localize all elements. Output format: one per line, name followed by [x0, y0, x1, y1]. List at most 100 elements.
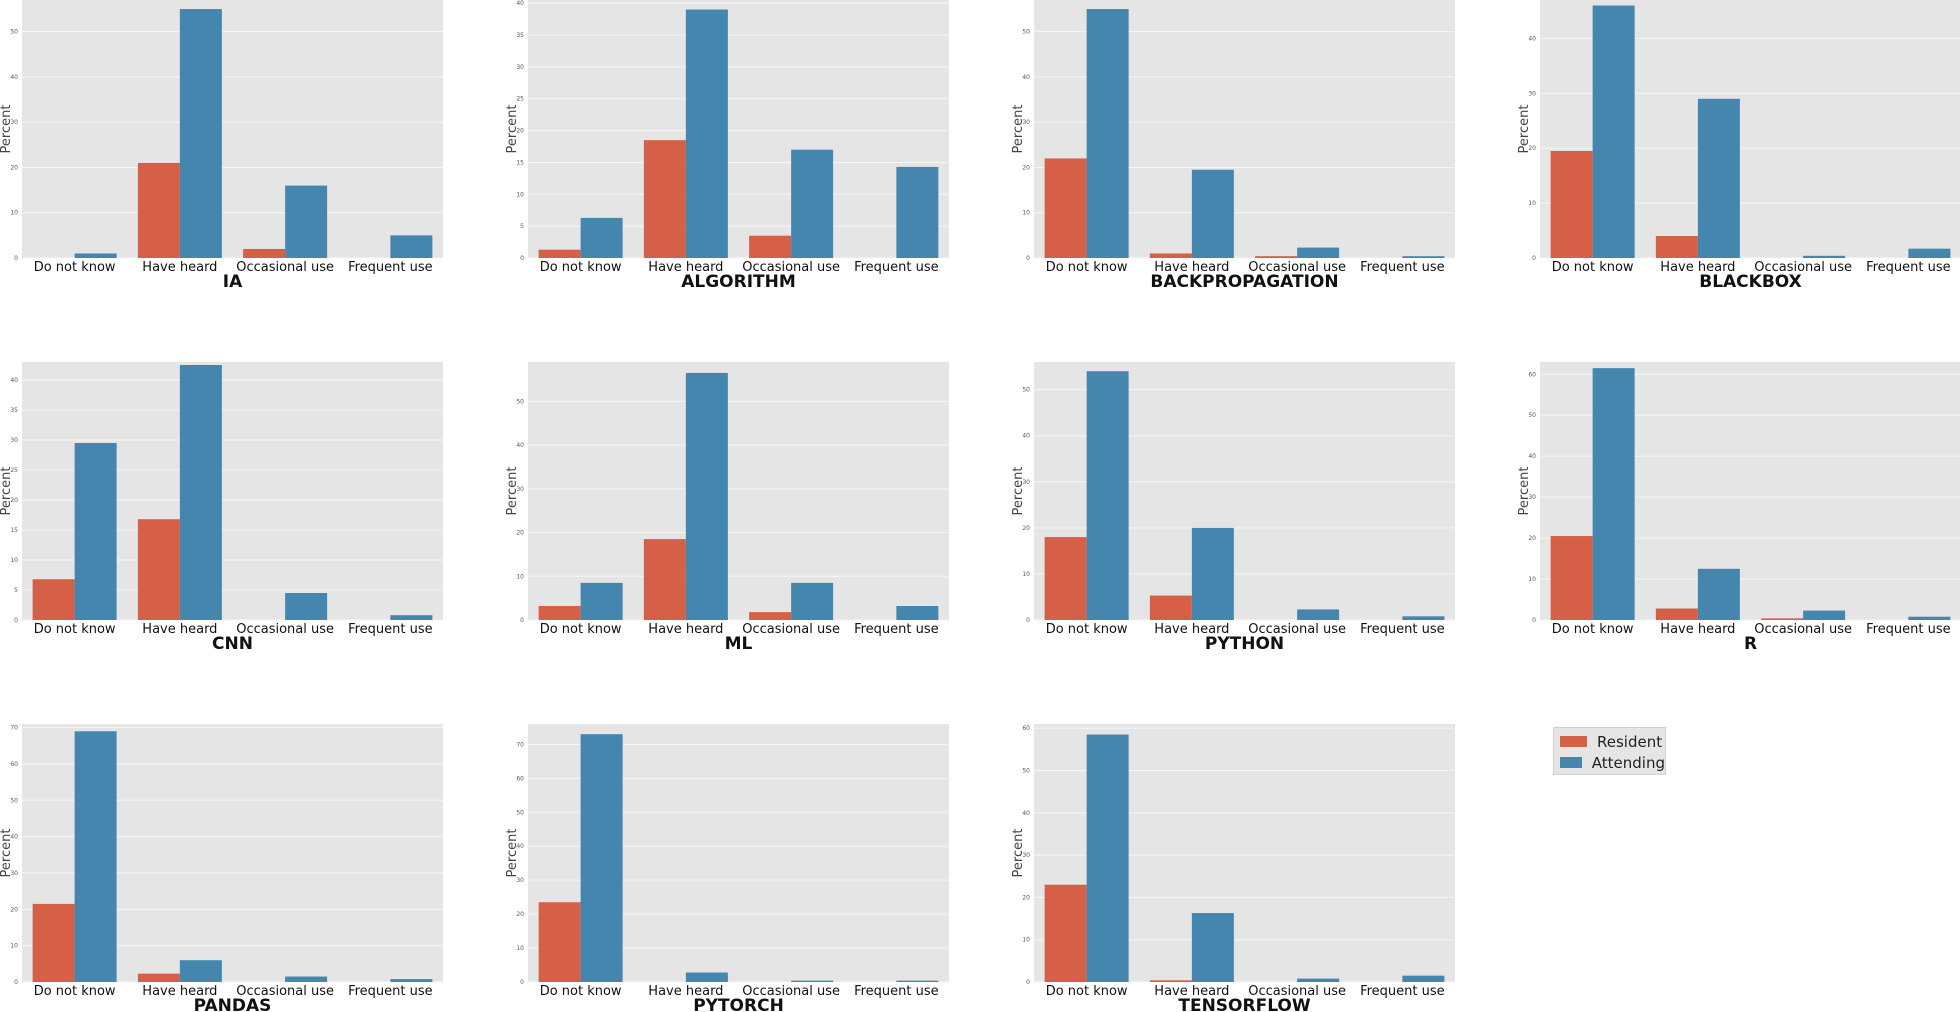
- bar-attending-do-not-know: [1592, 5, 1635, 258]
- y-tick-label: 0: [520, 979, 524, 986]
- bar-attending-do-not-know: [580, 217, 623, 258]
- bar-attending-frequent-use: [390, 979, 433, 982]
- bar-attending-frequent-use: [896, 166, 939, 258]
- bar-attending-do-not-know: [74, 443, 117, 620]
- chart-ml: 0 10 20 30 40 50 Percent Do not know Have heard O…: [505, 362, 949, 654]
- chart-ia: 0 10 20 30 40 50 Percent Do not know Have heard O…: [0, 0, 443, 292]
- y-tick-label: 20: [516, 911, 524, 918]
- x-tick-label: Occasional use: [1754, 260, 1852, 275]
- bar-attending-do-not-know: [1086, 371, 1129, 620]
- y-axis-label: Percent: [1011, 467, 1026, 516]
- y-tick-label: 50: [1022, 387, 1030, 394]
- bar-resident-do-not-know: [1044, 158, 1087, 258]
- bar-resident-occasional-use: [1761, 618, 1804, 620]
- y-tick-label: 60: [1528, 371, 1536, 378]
- y-tick-label: 15: [516, 159, 524, 166]
- bar-resident-have-heard: [137, 162, 180, 258]
- bar-resident-occasional-use: [749, 612, 792, 620]
- bar-attending-frequent-use: [1402, 256, 1445, 258]
- x-tick-label: Occasional use: [1248, 984, 1346, 999]
- x-tick-label: Frequent use: [348, 260, 433, 275]
- x-tick-label: Do not know: [34, 260, 116, 275]
- bar-attending-occasional-use: [285, 185, 328, 258]
- x-tick-label: Do not know: [34, 984, 116, 999]
- y-tick-label: 0: [14, 617, 18, 624]
- y-tick-label: 40: [10, 74, 18, 81]
- x-tick-label: Frequent use: [348, 622, 433, 637]
- attending-swatch: [1560, 757, 1582, 768]
- bar-attending-frequent-use: [390, 615, 433, 620]
- y-tick-label: 40: [10, 834, 18, 841]
- bar-attending-occasional-use: [1803, 255, 1846, 258]
- x-tick-label: Occasional use: [1754, 622, 1852, 637]
- x-tick-label: Occasional use: [236, 984, 334, 999]
- y-tick-label: 10: [1022, 937, 1030, 944]
- y-tick-label: 10: [516, 945, 524, 952]
- x-tick-label: Have heard: [648, 260, 723, 275]
- x-tick-label: Frequent use: [854, 260, 939, 275]
- chart-title: CNN: [212, 634, 253, 654]
- bar-attending-have-heard: [1191, 913, 1234, 982]
- y-tick-label: 60: [516, 775, 524, 782]
- y-tick-label: 30: [10, 119, 18, 126]
- x-tick-label: Have heard: [1154, 984, 1229, 999]
- chart-title: PYTHON: [1205, 634, 1284, 654]
- x-tick-label: Do not know: [1046, 260, 1128, 275]
- chart-blackbox: 0 10 20 30 40 Percent Do not know Have heard Occ…: [1517, 0, 1960, 292]
- bar-attending-do-not-know: [74, 253, 117, 258]
- y-tick-label: 50: [10, 797, 18, 804]
- bar-resident-have-heard: [1655, 608, 1698, 620]
- chart-title: R: [1744, 634, 1757, 654]
- y-axis-label: Percent: [1011, 829, 1026, 878]
- y-tick-label: 10: [1022, 210, 1030, 217]
- y-tick-label: 40: [1022, 810, 1030, 817]
- plot-area: [528, 0, 949, 258]
- y-tick-label: 0: [1026, 255, 1030, 262]
- y-tick-label: 20: [516, 530, 524, 537]
- x-tick-label: Have heard: [1660, 260, 1735, 275]
- y-tick-label: 20: [10, 906, 18, 913]
- bar-attending-have-heard: [1697, 568, 1740, 620]
- bar-resident-do-not-know: [538, 606, 581, 620]
- bar-resident-do-not-know: [32, 903, 75, 982]
- y-tick-label: 0: [1026, 979, 1030, 986]
- y-tick-label: 20: [1022, 894, 1030, 901]
- chart-tensorflow: 0 10 20 30 40 50 60 Percent Do not know Have hear…: [1011, 724, 1455, 1012]
- bar-resident-occasional-use: [1255, 256, 1298, 258]
- bar-attending-occasional-use: [791, 149, 834, 258]
- x-tick-label: Have heard: [648, 622, 723, 637]
- bar-resident-do-not-know: [538, 249, 581, 258]
- bar-attending-frequent-use: [896, 606, 939, 620]
- bar-attending-frequent-use: [390, 235, 433, 258]
- y-tick-label: 30: [516, 877, 524, 884]
- bar-attending-have-heard: [685, 372, 728, 620]
- legend: Resident Attending: [1553, 727, 1666, 775]
- x-tick-label: Have heard: [1154, 260, 1229, 275]
- y-axis-label: Percent: [505, 105, 520, 154]
- y-axis-label: Percent: [1517, 467, 1532, 516]
- y-tick-label: 40: [516, 843, 524, 850]
- y-tick-label: 60: [10, 761, 18, 768]
- y-tick-label: 30: [10, 437, 18, 444]
- bar-resident-do-not-know: [1044, 884, 1087, 982]
- y-tick-label: 40: [516, 0, 524, 7]
- y-tick-label: 50: [516, 809, 524, 816]
- bar-resident-do-not-know: [1044, 537, 1087, 620]
- x-tick-label: Do not know: [1046, 984, 1128, 999]
- x-tick-label: Occasional use: [742, 260, 840, 275]
- y-tick-label: 10: [516, 191, 524, 198]
- chart-algorithm: 0 5 10 15 20 25 30 35 40 Percent Do not know Have h…: [505, 0, 949, 292]
- y-tick-label: 20: [1022, 164, 1030, 171]
- bar-attending-frequent-use: [896, 980, 939, 982]
- y-tick-label: 0: [1532, 255, 1536, 262]
- legend-item-attending: Attending: [1554, 752, 1665, 773]
- bar-attending-do-not-know: [1086, 9, 1129, 259]
- y-tick-label: 5: [14, 587, 18, 594]
- x-tick-label: Frequent use: [854, 622, 939, 637]
- x-tick-label: Have heard: [142, 984, 217, 999]
- y-tick-label: 70: [516, 741, 524, 748]
- y-tick-label: 20: [10, 164, 18, 171]
- y-tick-label: 40: [1528, 35, 1536, 42]
- chart-title: ML: [725, 634, 753, 654]
- bar-attending-have-heard: [179, 365, 222, 620]
